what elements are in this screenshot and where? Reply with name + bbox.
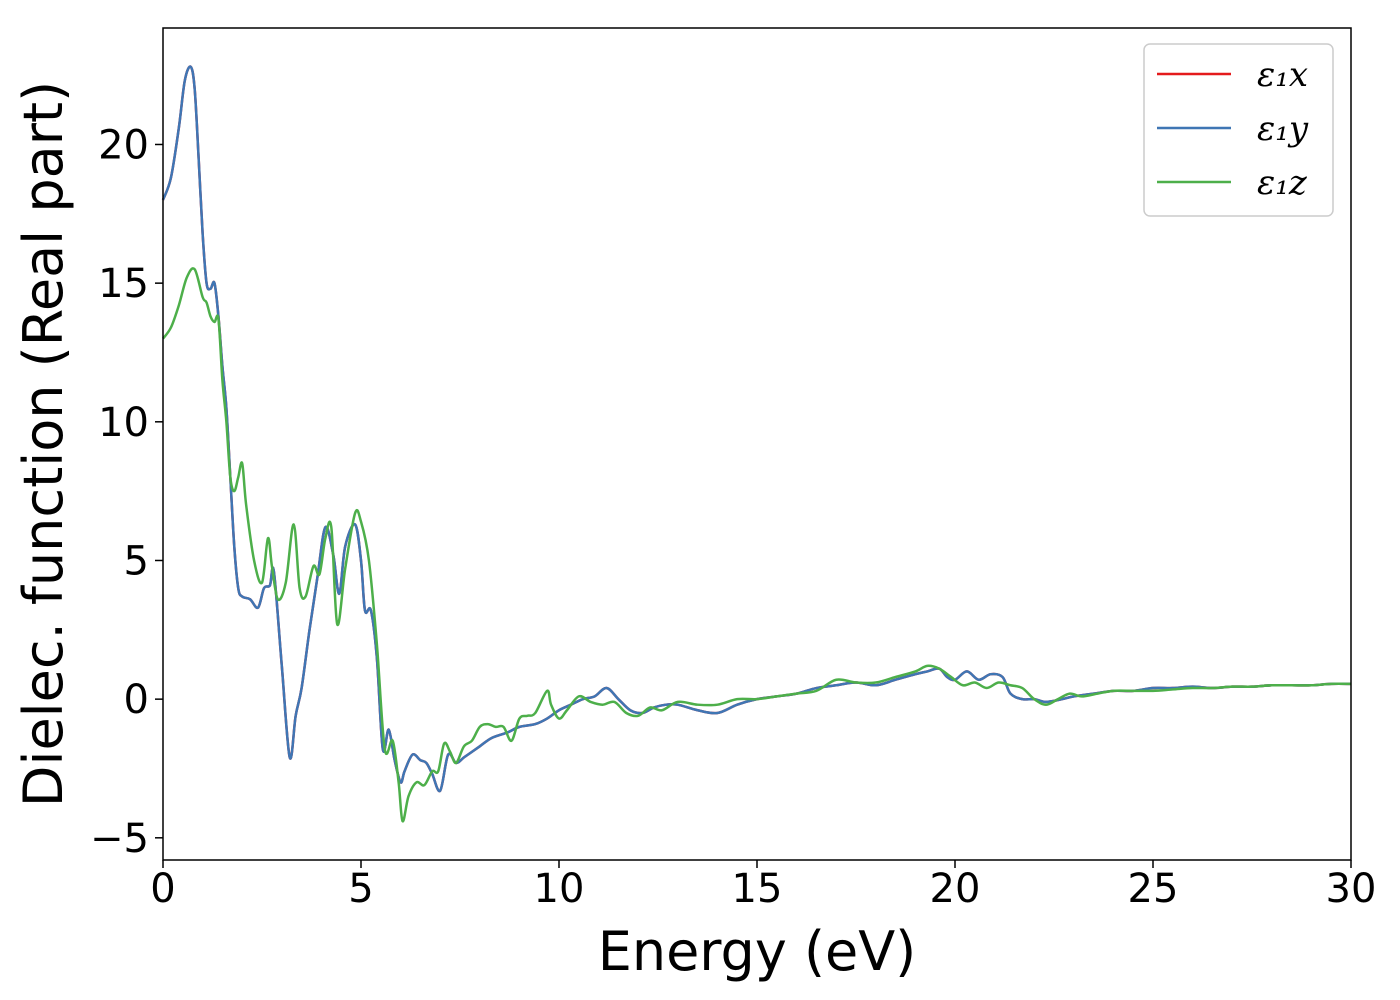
y-tick-label: −5 (90, 816, 149, 862)
x-tick-label: 25 (1128, 866, 1179, 912)
x-tick-label: 10 (534, 866, 585, 912)
legend-label-1: ε₁x (1257, 55, 1308, 95)
y-axis-ticks: −5 0 5 10 15 20 (90, 122, 163, 862)
y-tick-label: 20 (98, 122, 149, 168)
x-tick-label: 5 (348, 866, 373, 912)
legend-items: ε₁x ε₁y ε₁z (1157, 55, 1309, 203)
x-tick-label: 15 (732, 866, 783, 912)
x-tick-label: 30 (1326, 866, 1377, 912)
legend-label-2: ε₁y (1257, 109, 1309, 149)
y-tick-label: 15 (98, 261, 149, 307)
y-tick-label: 0 (124, 677, 149, 723)
y-tick-label: 10 (98, 400, 149, 446)
legend: ε₁x ε₁y ε₁z (1143, 43, 1334, 217)
x-axis-label: Energy (eV) (598, 920, 917, 983)
plot-lines (161, 65, 1352, 823)
x-axis-ticks: 0 5 10 15 20 25 30 (150, 860, 1376, 912)
x-tick-label: 20 (930, 866, 981, 912)
series-line-2 (161, 65, 1352, 793)
y-axis-label: Dielec. function (Real part) (12, 81, 75, 807)
series-line-3 (161, 267, 1352, 823)
legend-label-3: ε₁z (1257, 163, 1308, 203)
x-tick-label: 0 (150, 866, 175, 912)
legend-box (1143, 43, 1334, 217)
y-tick-label: 5 (124, 538, 149, 584)
